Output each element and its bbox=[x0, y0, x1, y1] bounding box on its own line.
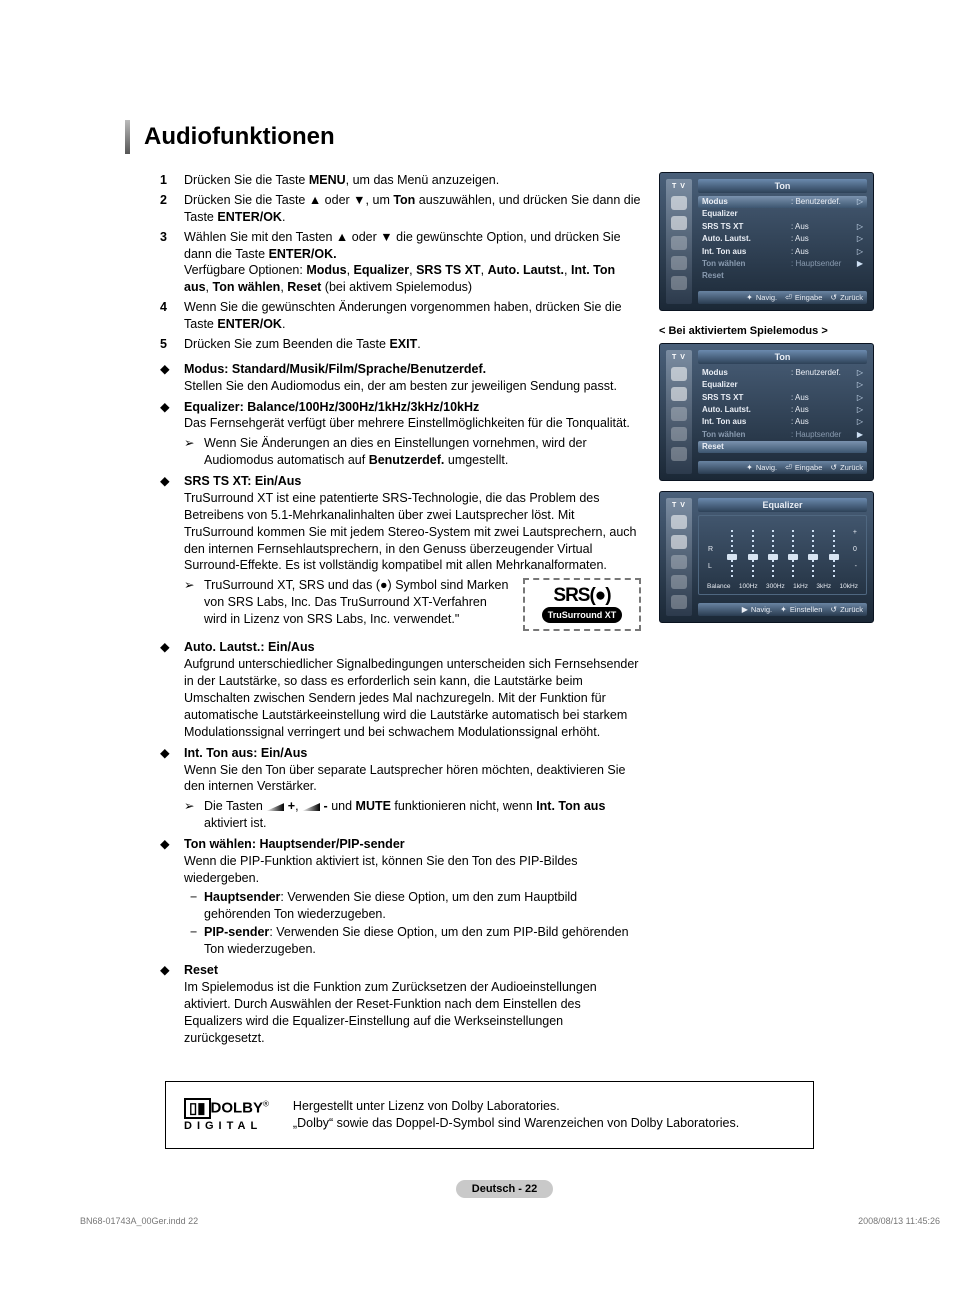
feature-item: ◆Auto. Lautst.: Ein/AusAufgrund untersch… bbox=[160, 639, 641, 740]
page-title: Audiofunktionen bbox=[144, 123, 335, 151]
osd-menu-row: Equalizer▷ bbox=[698, 379, 867, 391]
eq-slider bbox=[731, 530, 733, 580]
osd-cat-icon bbox=[671, 196, 687, 210]
feature-item: ◆Equalizer: Balance/100Hz/300Hz/1kHz/3kH… bbox=[160, 399, 641, 470]
osd-cat-icon bbox=[671, 447, 687, 461]
osd-menu-row: Auto. Lautst.: Aus▷ bbox=[698, 404, 867, 416]
osd-cat-icon bbox=[671, 515, 687, 529]
instruction-steps: 1Drücken Sie die Taste MENU, um das Menü… bbox=[160, 172, 641, 353]
step-item: 4Wenn Sie die gewünschten Änderungen vor… bbox=[160, 299, 641, 333]
osd-nav-hint: Eingabe bbox=[785, 293, 822, 302]
osd-cat-icon bbox=[671, 256, 687, 270]
page-number-badge: Deutsch - 22 bbox=[456, 1180, 553, 1198]
osd-tv-label: T V bbox=[672, 354, 686, 361]
dolby-digital-label: DIGITAL bbox=[184, 1121, 269, 1132]
osd-nav-hint: Einstellen bbox=[780, 605, 822, 614]
srs-brand: SRS(●) bbox=[533, 586, 631, 605]
osd-nav-hint: Eingabe bbox=[785, 463, 822, 472]
osd-nav-hint: Zurück bbox=[830, 293, 863, 302]
osd-menu-row: Ton wählen: Hauptsender▶ bbox=[698, 258, 867, 270]
osd-menu-row: Int. Ton aus: Aus▷ bbox=[698, 416, 867, 428]
page-number-wrap: Deutsch - 22 bbox=[135, 1179, 874, 1198]
osd-title: Ton bbox=[698, 179, 867, 193]
osd-cat-icon bbox=[671, 595, 687, 609]
dolby-logo: ▯▮DOLBY® DIGITAL bbox=[184, 1098, 269, 1132]
osd-equalizer: T V Equalizer RL+0- Balance100Hz300Hz1kH… bbox=[659, 491, 874, 623]
dolby-license-text: Hergestellt unter Lizenz von Dolby Labor… bbox=[293, 1098, 739, 1132]
footer-timestamp: 2008/08/13 11:45:26 bbox=[858, 1216, 940, 1226]
eq-slider bbox=[812, 530, 814, 580]
osd-category-strip: T V bbox=[666, 350, 692, 475]
osd-menu-2: T V Ton Modus: Benutzerdef.▷Equalizer▷SR… bbox=[659, 343, 874, 482]
eq-slider bbox=[833, 530, 835, 580]
osd-nav-hints: Navig. Eingabe Zurück bbox=[698, 461, 867, 474]
feature-item: ◆Ton wählen: Hauptsender/PIP-senderWenn … bbox=[160, 836, 641, 958]
srs-logo-box: SRS(●) TruSurround XT bbox=[523, 578, 641, 631]
section-title-wrap: Audiofunktionen bbox=[125, 120, 874, 154]
eq-slider bbox=[752, 530, 754, 580]
feature-item: ◆Int. Ton aus: Ein/AusWenn Sie den Ton ü… bbox=[160, 745, 641, 832]
osd-menu-row: Modus: Benutzerdef.▷ bbox=[698, 196, 867, 208]
eq-slider bbox=[772, 530, 774, 580]
osd-cat-icon bbox=[671, 535, 687, 549]
equalizer-sliders: RL+0- bbox=[705, 522, 860, 580]
osd-cat-icon bbox=[671, 216, 687, 230]
osd-nav-hint: Navig. bbox=[742, 605, 772, 614]
osd-title: Equalizer bbox=[698, 498, 867, 512]
step-item: 2Drücken Sie die Taste ▲ oder ▼, um Ton … bbox=[160, 192, 641, 226]
osd-title: Ton bbox=[698, 350, 867, 364]
osd-menu-row: SRS TS XT: Aus▷ bbox=[698, 392, 867, 404]
osd-category-strip: T V bbox=[666, 498, 692, 616]
srs-trusurround-badge: TruSurround XT bbox=[542, 607, 623, 623]
footer-filename: BN68-01743A_00Ger.indd 22 bbox=[80, 1216, 198, 1226]
osd-menu-row: Int. Ton aus: Aus▷ bbox=[698, 246, 867, 258]
osd-cat-icon bbox=[671, 427, 687, 441]
osd-menu-row: Reset bbox=[698, 441, 867, 453]
step-item: 3Wählen Sie mit den Tasten ▲ oder ▼ die … bbox=[160, 229, 641, 297]
dolby-notice-box: ▯▮DOLBY® DIGITAL Hergestellt unter Lizen… bbox=[165, 1081, 814, 1149]
osd-menu-row: Equalizer bbox=[698, 208, 867, 220]
osd-tv-label: T V bbox=[672, 502, 686, 509]
osd-cat-icon bbox=[671, 387, 687, 401]
osd-menu-row: SRS TS XT: Aus▷ bbox=[698, 221, 867, 233]
equalizer-band-labels: Balance100Hz300Hz1kHz3kHz10kHz bbox=[705, 580, 860, 590]
eq-slider bbox=[792, 530, 794, 580]
osd-cat-icon bbox=[671, 276, 687, 290]
feature-list-bottom: ◆Auto. Lautst.: Ein/AusAufgrund untersch… bbox=[160, 639, 641, 1046]
osd-cat-icon bbox=[671, 367, 687, 381]
step-item: 1Drücken Sie die Taste MENU, um das Menü… bbox=[160, 172, 641, 189]
osd-menu-row: Ton wählen: Hauptsender▶ bbox=[698, 429, 867, 441]
osd-nav-hint: Navig. bbox=[746, 463, 777, 472]
osd-nav-hint: Navig. bbox=[746, 293, 777, 302]
osd-menu-row: Auto. Lautst.: Aus▷ bbox=[698, 233, 867, 245]
osd-cat-icon bbox=[671, 555, 687, 569]
osd-nav-hint: Zurück bbox=[830, 463, 863, 472]
osd-menu-row: Reset bbox=[698, 270, 867, 282]
osd-nav-hints: Navig. Einstellen Zurück bbox=[698, 603, 867, 616]
osd-tv-label: T V bbox=[672, 183, 686, 190]
osd-nav-hints: Navig. Eingabe Zurück bbox=[698, 291, 867, 304]
step-item: 5Drücken Sie zum Beenden die Taste EXIT. bbox=[160, 336, 641, 353]
osd-cat-icon bbox=[671, 407, 687, 421]
osd-menu-1: T V Ton Modus: Benutzerdef.▷EqualizerSRS… bbox=[659, 172, 874, 311]
osd-menu-row: Modus: Benutzerdef.▷ bbox=[698, 367, 867, 379]
feature-item: ◆ResetIm Spielemodus ist die Funktion zu… bbox=[160, 962, 641, 1046]
title-accent-bar bbox=[125, 120, 130, 154]
osd-cat-icon bbox=[671, 575, 687, 589]
feature-list-top: ◆Modus: Standard/Musik/Film/Sprache/Benu… bbox=[160, 361, 641, 636]
feature-item: ◆SRS TS XT: Ein/AusTruSurround XT ist ei… bbox=[160, 473, 641, 635]
feature-item: ◆Modus: Standard/Musik/Film/Sprache/Benu… bbox=[160, 361, 641, 395]
osd-nav-hint: Zurück bbox=[830, 605, 863, 614]
print-footer: BN68-01743A_00Ger.indd 22 2008/08/13 11:… bbox=[80, 1216, 940, 1226]
osd-category-strip: T V bbox=[666, 179, 692, 304]
osd-cat-icon bbox=[671, 236, 687, 250]
osd-caption: < Bei aktiviertem Spielemodus > bbox=[659, 325, 874, 337]
